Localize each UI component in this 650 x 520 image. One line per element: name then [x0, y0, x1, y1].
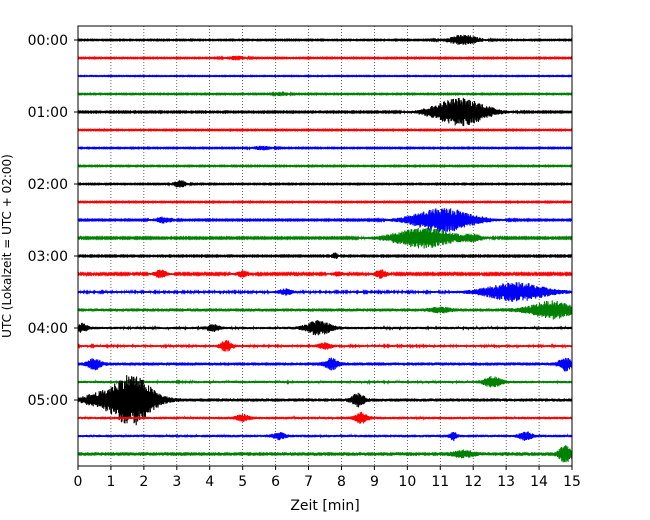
x-tick-label: 5: [238, 474, 247, 490]
x-tick-label: 11: [431, 474, 449, 490]
trace-row: [77, 269, 573, 279]
y-axis-label: UTC (Lokalzeit = UTC + 02:00): [0, 154, 14, 338]
x-tick-label: 7: [304, 474, 313, 490]
x-tick-label: 9: [370, 474, 379, 490]
plot-frame: [77, 25, 573, 467]
y-tick-label: 00:00: [28, 33, 68, 49]
x-tick-label: 3: [172, 474, 181, 490]
trace-row: [77, 145, 573, 151]
x-tick-label: 10: [398, 474, 416, 490]
y-tick-label: 05:00: [28, 393, 68, 409]
x-tick-label: 4: [205, 474, 214, 490]
trace-row: [77, 91, 573, 97]
trace-row: [77, 300, 573, 320]
trace-row: [77, 227, 573, 249]
x-tick-label: 0: [74, 474, 83, 490]
trace-row: [77, 376, 573, 388]
trace-row: [77, 357, 573, 372]
plot-background: [78, 26, 572, 466]
x-tick-label: 15: [563, 474, 581, 490]
x-axis-label: Zeit [min]: [290, 498, 359, 514]
trace-row: [77, 74, 573, 78]
x-tick-label: 2: [139, 474, 148, 490]
trace-row: [77, 282, 573, 302]
trace-row: [77, 431, 573, 442]
y-tick-label: 02:00: [28, 177, 68, 193]
trace-row: [77, 375, 573, 426]
trace-row: [77, 199, 573, 205]
trace-row: [77, 208, 573, 233]
trace-row: [77, 445, 573, 463]
y-axis: 00:00 01:00 02:00 03:00 04:00 05:00: [28, 33, 78, 409]
y-tick-label: 01:00: [28, 105, 68, 121]
trace-row: [77, 127, 573, 133]
trace-row: [77, 180, 573, 188]
x-tick-label: 1: [106, 474, 115, 490]
trace-row: [77, 320, 573, 336]
x-tick-label: 12: [464, 474, 482, 490]
x-tick-label: 6: [271, 474, 280, 490]
y-tick-label: 03:00: [28, 249, 68, 265]
y-tick-label: 04:00: [28, 321, 68, 337]
trace-row: [77, 34, 573, 46]
trace-row: [77, 411, 573, 424]
x-tick-label: 8: [337, 474, 346, 490]
trace-row: [77, 252, 573, 259]
x-axis: 0 1 2 3 4 5 6 7 8 9 10 11 12 13 14 15: [74, 466, 581, 490]
trace-row: [77, 55, 573, 61]
seismogram-traces: [77, 34, 573, 463]
x-tick-label: 13: [497, 474, 515, 490]
trace-row: [77, 97, 573, 127]
x-tick-label: 14: [530, 474, 548, 490]
trace-row: [77, 339, 573, 352]
trace-row: [77, 163, 573, 169]
